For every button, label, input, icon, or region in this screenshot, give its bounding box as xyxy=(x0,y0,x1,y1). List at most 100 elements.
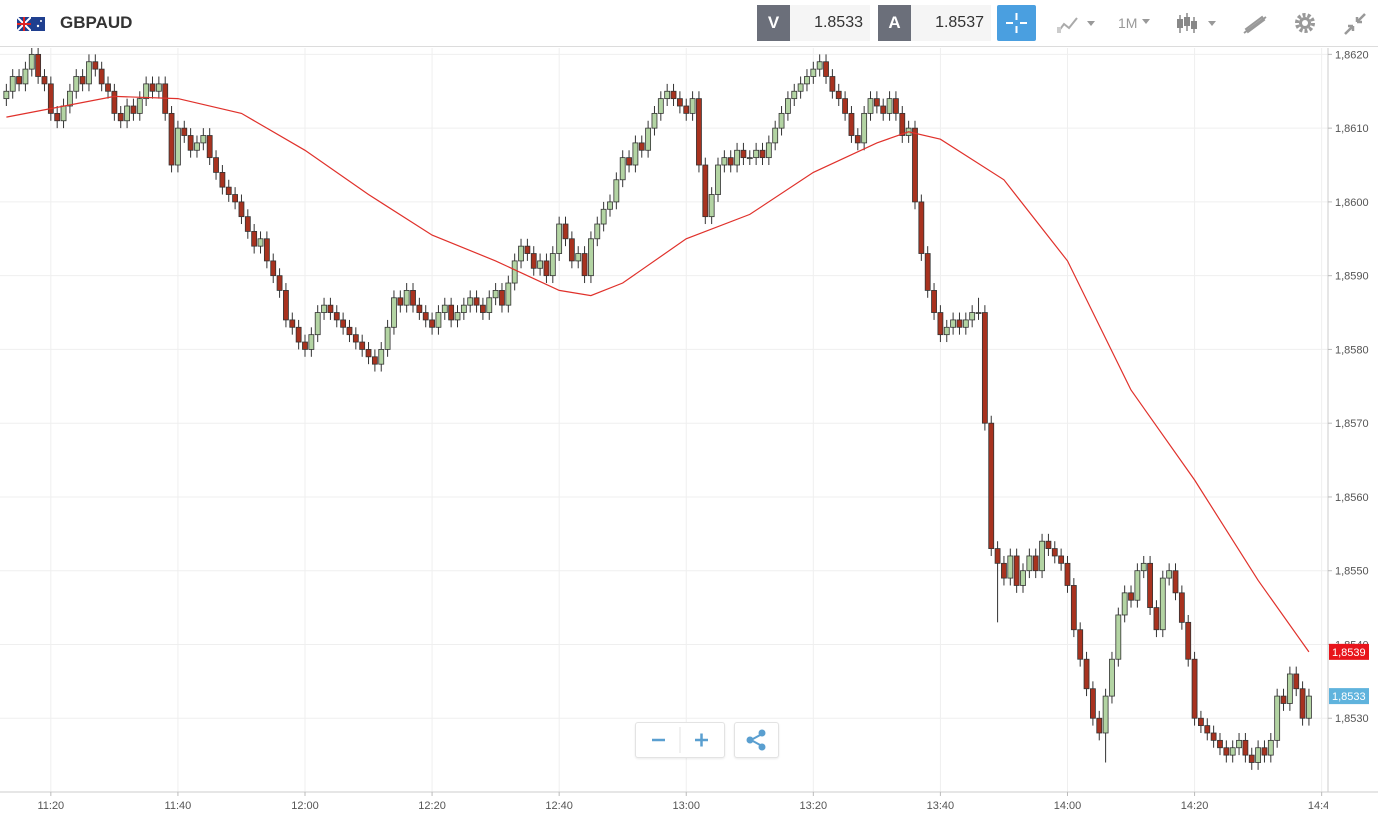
candle-body xyxy=(588,238,594,277)
flag-icon xyxy=(17,17,45,31)
candle-body xyxy=(16,76,22,85)
candle-body xyxy=(1140,562,1147,572)
candle-body xyxy=(772,127,779,144)
candle-body xyxy=(403,290,410,306)
timeframe-arrow[interactable] xyxy=(1138,5,1158,41)
chart-type-button[interactable] xyxy=(1044,5,1104,41)
candle-body xyxy=(1134,570,1141,601)
candle-body xyxy=(1280,695,1287,704)
candle-body xyxy=(467,297,474,306)
candle-body xyxy=(505,282,512,306)
x-tick-label: 13:40 xyxy=(927,800,955,812)
price-tag-label: 1,8533 xyxy=(1332,691,1366,703)
candle-body xyxy=(861,112,868,144)
candle-body xyxy=(873,98,880,107)
candle-body xyxy=(549,253,556,277)
share-button[interactable] xyxy=(734,722,779,758)
candle-body xyxy=(441,304,448,313)
y-tick-label: 1,8580 xyxy=(1335,344,1369,356)
candle-body xyxy=(257,238,264,247)
candle-body xyxy=(1051,548,1058,557)
candle-body xyxy=(899,112,906,136)
candle-body xyxy=(594,223,601,240)
candle-body xyxy=(1001,562,1007,579)
candle-body xyxy=(1096,717,1103,734)
candle-body xyxy=(854,135,861,144)
candle-body xyxy=(1102,695,1109,734)
candle-body xyxy=(575,253,582,262)
y-tick-label: 1,8620 xyxy=(1335,49,1369,61)
candle-body xyxy=(1267,739,1274,756)
candle-body xyxy=(384,326,391,350)
candle-type-button[interactable] xyxy=(1168,5,1224,41)
x-tick-label: 11:40 xyxy=(165,800,192,812)
settings-button[interactable] xyxy=(1290,5,1320,41)
candle-body xyxy=(880,105,887,114)
price-tag xyxy=(1329,688,1369,705)
crosshair-button[interactable] xyxy=(997,5,1036,41)
candle-body xyxy=(244,216,251,232)
candle-body xyxy=(981,312,988,424)
candle-body xyxy=(1261,747,1268,756)
candle-body xyxy=(1236,739,1242,749)
candle-body xyxy=(321,304,327,313)
candle-body xyxy=(530,253,537,269)
price-tag-label: 1,8539 xyxy=(1332,647,1366,659)
collapse-button[interactable] xyxy=(1340,5,1370,41)
candle-body xyxy=(492,290,499,299)
candle-body xyxy=(73,76,80,92)
candle-body xyxy=(1286,673,1293,704)
draw-button[interactable] xyxy=(1238,5,1272,41)
y-tick-label: 1,8600 xyxy=(1335,197,1369,209)
candle-body xyxy=(543,260,550,277)
timeframe[interactable]: 1M xyxy=(1118,15,1138,31)
buy-button[interactable]: A xyxy=(878,5,911,41)
candle-body xyxy=(1153,607,1160,631)
candle-body xyxy=(1306,695,1312,719)
candle-body xyxy=(1185,621,1192,660)
candle-body xyxy=(893,98,899,114)
zoom-in[interactable] xyxy=(695,733,708,747)
candle-body xyxy=(581,253,588,277)
candle-body xyxy=(1058,555,1065,564)
sell-price[interactable]: 1.8533 xyxy=(790,5,870,41)
candle-body xyxy=(727,157,734,166)
candle-body xyxy=(251,231,258,247)
candle-body xyxy=(1191,658,1198,719)
candle-body xyxy=(352,334,359,343)
candle-body xyxy=(600,208,607,225)
candle-body xyxy=(397,297,404,306)
candle-body xyxy=(537,260,543,269)
candle-body xyxy=(1083,658,1090,690)
candle-body xyxy=(1109,658,1115,697)
candle-body xyxy=(136,98,143,114)
candle-body xyxy=(664,90,671,100)
candle-body xyxy=(175,127,181,166)
candle-body xyxy=(225,186,232,195)
candle-body xyxy=(632,142,639,166)
candle-body xyxy=(47,83,54,114)
candle-body xyxy=(1293,673,1300,690)
candle-body xyxy=(778,112,785,129)
candle-body xyxy=(835,90,842,100)
candle-body xyxy=(105,83,111,92)
candle-body xyxy=(1299,688,1306,719)
toolbar: GBPAUD V 1.8533 A 1.8537 1M xyxy=(0,0,1378,47)
candle-body xyxy=(1045,540,1052,549)
x-tick-label: 11:20 xyxy=(37,800,64,812)
candle-body xyxy=(302,341,308,350)
candle-body xyxy=(365,349,372,358)
candle-body xyxy=(435,312,442,328)
candle-body xyxy=(359,341,366,350)
sell-button[interactable]: V xyxy=(757,5,790,41)
candle-body xyxy=(149,83,156,92)
candle-body xyxy=(371,356,378,365)
candle-body xyxy=(1198,717,1204,727)
buy-price[interactable]: 1.8537 xyxy=(911,5,991,41)
candle-body xyxy=(1026,555,1033,572)
x-tick-label: 12:00 xyxy=(291,800,319,812)
candle-body xyxy=(1255,747,1262,763)
candle-body xyxy=(842,98,848,114)
y-tick-label: 1,8530 xyxy=(1335,713,1369,725)
